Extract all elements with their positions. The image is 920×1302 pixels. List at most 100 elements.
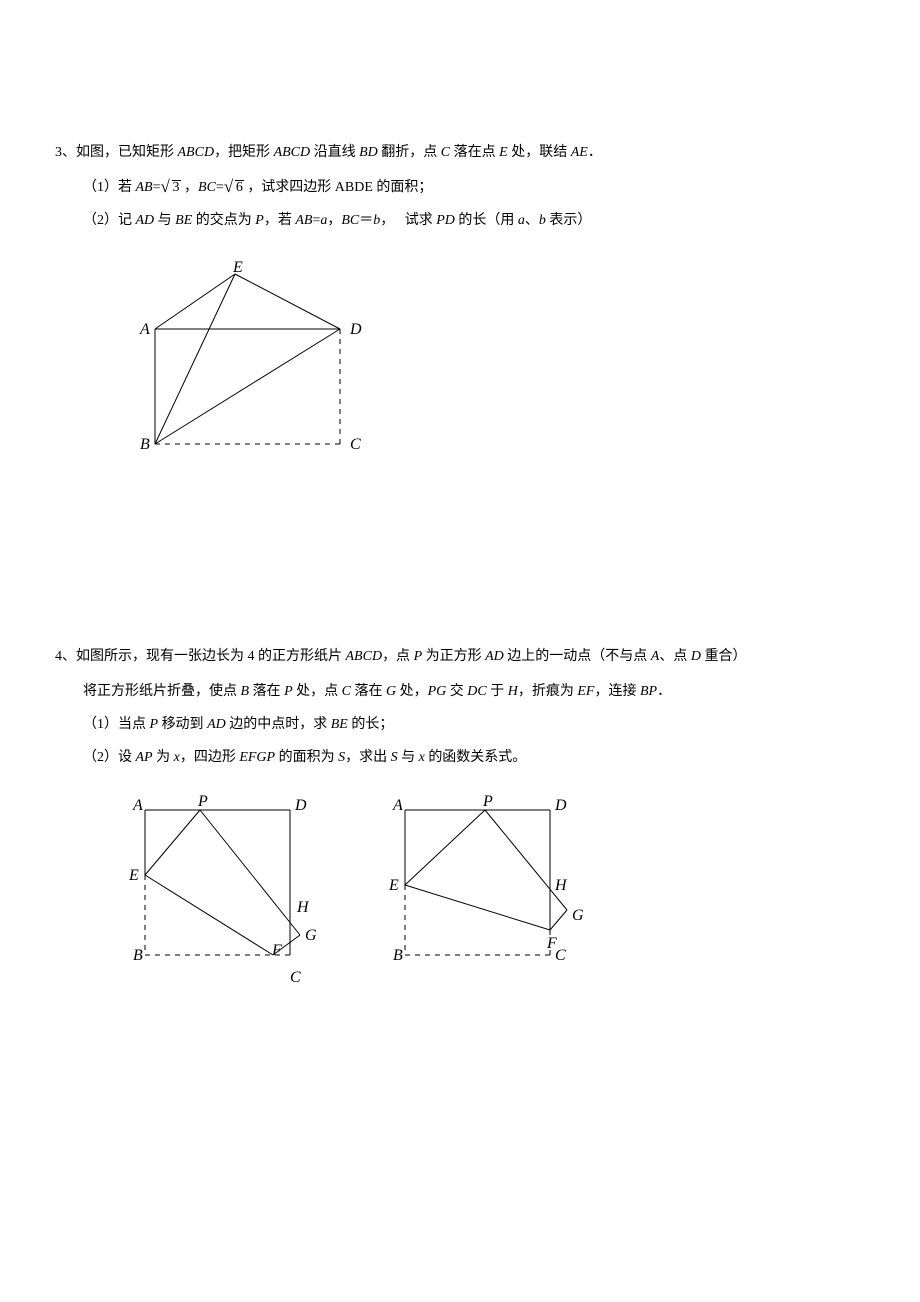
- t: （2）记: [83, 213, 136, 228]
- problem-4-sub1: （1）当点 P 移动到 AD 边的中点时，求 BE 的长；: [55, 712, 870, 737]
- t: 落在: [249, 684, 284, 699]
- pg: PG: [428, 684, 447, 699]
- efgp: EFGP: [239, 750, 275, 765]
- t: ，四边形: [180, 750, 240, 765]
- abcd: ABCD: [178, 145, 215, 160]
- svg-text:G: G: [572, 907, 584, 924]
- bd: BD: [359, 145, 378, 160]
- t: 边的中点时，求: [226, 717, 331, 732]
- t: ，: [181, 180, 199, 195]
- t: 为正方形: [422, 649, 485, 664]
- t: 重合）: [701, 649, 747, 664]
- t: （2）设: [83, 750, 136, 765]
- problem-4-intro-line1: 4、如图所示，现有一张边长为 4 的正方形纸片 ABCD，点 P 为正方形 AD…: [55, 644, 870, 669]
- svg-text:P: P: [197, 793, 208, 810]
- t: 落在点: [450, 145, 499, 160]
- eq: ＝: [359, 213, 373, 228]
- bp: BP: [640, 684, 657, 699]
- t: 、: [525, 213, 539, 228]
- problem-3-intro: 3、如图，已知矩形 ABCD，把矩形 ABCD 沿直线 BD 翻折，点 C 落在…: [55, 140, 870, 165]
- problem-4-intro-line2: 将正方形纸片折叠，使点 B 落在 P 处，点 C 落在 G 处，PG 交 DC …: [55, 679, 870, 704]
- svg-text:E: E: [128, 867, 139, 884]
- problem-3-sub2: （2）记 AD 与 BE 的交点为 P，若 AB=a，BC＝b， 试求 PD 的…: [55, 208, 870, 233]
- t: ，折痕为: [518, 684, 578, 699]
- t: 处，: [396, 684, 428, 699]
- t: 处，点: [293, 684, 342, 699]
- problem-4-sub2: （2）设 AP 为 x，四边形 EFGP 的面积为 S，求出 S 与 x 的函数…: [55, 745, 870, 770]
- t: 的长（用: [455, 213, 518, 228]
- svg-text:B: B: [393, 947, 403, 964]
- svg-text:C: C: [555, 947, 566, 964]
- svg-text:D: D: [294, 797, 307, 814]
- bc: BC: [198, 180, 216, 195]
- eq: =: [153, 180, 161, 195]
- ef: EF: [577, 684, 594, 699]
- t: 边上的一动点（不与点: [504, 649, 651, 664]
- t: ，: [327, 213, 341, 228]
- dc: DC: [467, 684, 486, 699]
- t: 处，联结: [508, 145, 571, 160]
- p: P: [414, 649, 423, 664]
- num: 3、: [55, 145, 76, 160]
- c: C: [441, 145, 450, 160]
- problem-3-sub1: （1）若 AB=3 ，BC=6 ，试求四边形 ABDE 的面积；: [55, 175, 870, 200]
- t: 、点: [659, 649, 691, 664]
- svg-text:F: F: [271, 942, 282, 959]
- svg-text:D: D: [349, 321, 362, 338]
- t: （1）当点: [83, 717, 150, 732]
- be: BE: [175, 213, 192, 228]
- t: （1）若: [83, 180, 136, 195]
- t: 沿直线: [310, 145, 359, 160]
- a: a: [518, 213, 525, 228]
- svg-text:E: E: [232, 259, 243, 276]
- svg-text:H: H: [554, 877, 568, 894]
- pd: PD: [436, 213, 455, 228]
- abcd: ABCD: [274, 145, 311, 160]
- t: ．: [657, 684, 671, 699]
- e: E: [499, 145, 508, 160]
- bc: BC: [341, 213, 359, 228]
- t: ，连接: [594, 684, 640, 699]
- t: 与: [154, 213, 175, 228]
- t: 的面积为: [275, 750, 338, 765]
- t: ，试求四边形 ABDE 的面积；: [244, 180, 433, 195]
- svg-text:A: A: [392, 797, 403, 814]
- svg-text:B: B: [140, 436, 150, 453]
- t: ，点: [382, 649, 414, 664]
- sqrt-3: 3: [172, 175, 181, 200]
- problem-4: 4、如图所示，现有一张边长为 4 的正方形纸片 ABCD，点 P 为正方形 AD…: [55, 644, 870, 991]
- p: P: [150, 717, 159, 732]
- c: C: [342, 684, 351, 699]
- ae: AE: [571, 145, 588, 160]
- num: 4、: [55, 649, 76, 664]
- be: BE: [331, 717, 348, 732]
- ab: AB: [295, 213, 312, 228]
- t: 将正方形纸片折叠，使点: [83, 684, 241, 699]
- t: 表示）: [546, 213, 592, 228]
- t: 如图，已知矩形: [76, 145, 178, 160]
- svg-text:E: E: [388, 877, 399, 894]
- q4-svg-2: APDEHGFBC: [375, 790, 595, 990]
- ad: AD: [485, 649, 504, 664]
- p: P: [284, 684, 293, 699]
- problem-3-diagram: ADBCE: [55, 254, 870, 474]
- svg-text:A: A: [132, 797, 143, 814]
- svg-text:H: H: [296, 899, 310, 916]
- h: H: [508, 684, 518, 699]
- t: ， 试求: [380, 213, 436, 228]
- svg-text:C: C: [350, 436, 361, 453]
- t: 翻折，点: [378, 145, 441, 160]
- ap: AP: [136, 750, 153, 765]
- s: S: [391, 750, 398, 765]
- problem-4-diagrams: APDEHGFBC APDEHGFBC: [55, 790, 870, 990]
- t: 与: [398, 750, 419, 765]
- t: 的函数关系式。: [425, 750, 527, 765]
- ad: AD: [136, 213, 155, 228]
- svg-text:C: C: [290, 969, 301, 986]
- eq: =: [216, 180, 224, 195]
- t: ，若: [264, 213, 296, 228]
- t: 的交点为: [192, 213, 255, 228]
- t: ，求出: [345, 750, 391, 765]
- t: 为: [153, 750, 174, 765]
- svg-text:B: B: [133, 947, 143, 964]
